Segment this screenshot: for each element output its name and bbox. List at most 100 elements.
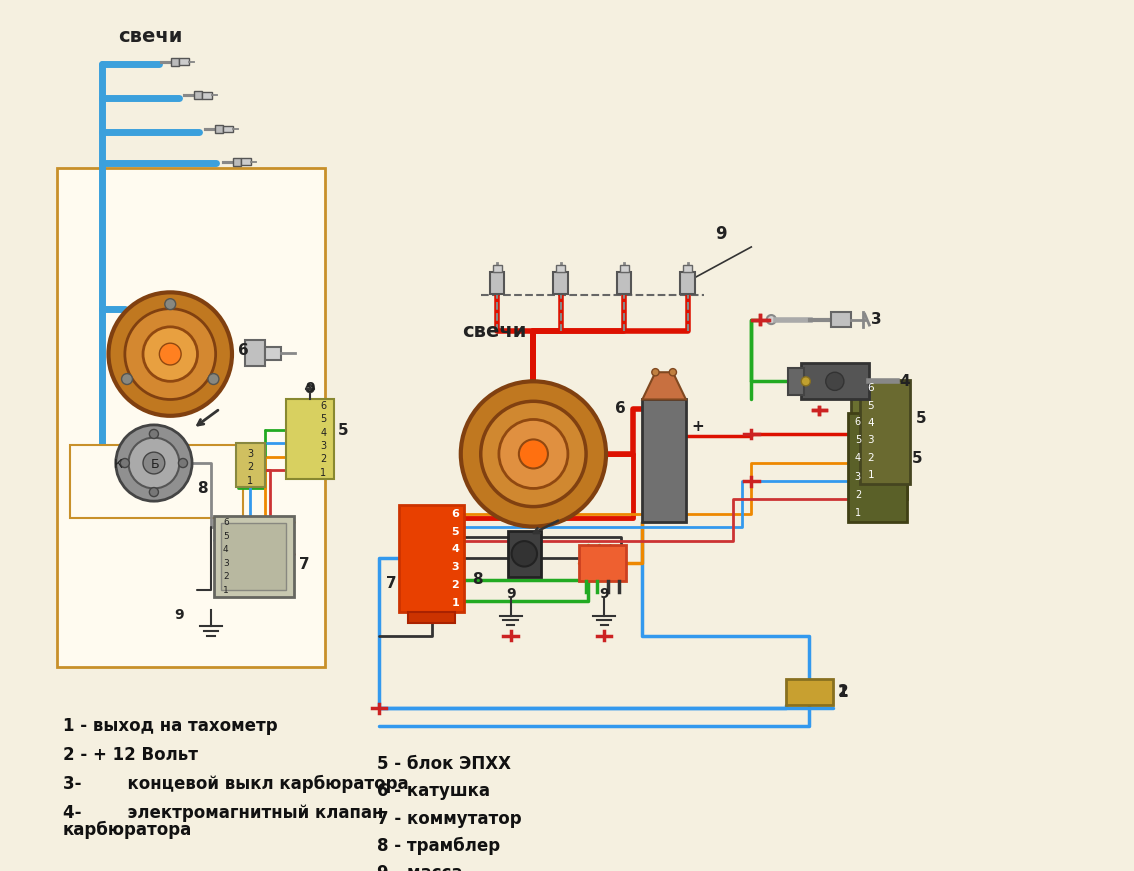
Text: 5: 5 — [338, 423, 349, 438]
Text: Б: Б — [151, 458, 159, 471]
Text: 6 - катушка: 6 - катушка — [376, 782, 490, 800]
Text: 5: 5 — [912, 451, 923, 466]
Text: 3: 3 — [868, 436, 874, 445]
Text: свечи: свечи — [118, 27, 183, 46]
Circle shape — [116, 425, 192, 501]
FancyBboxPatch shape — [642, 400, 686, 522]
Circle shape — [160, 343, 181, 365]
FancyBboxPatch shape — [399, 505, 465, 612]
Circle shape — [802, 377, 811, 386]
Text: свечи: свечи — [463, 322, 527, 341]
Text: 2: 2 — [451, 580, 459, 591]
Text: 3-        концевой выкл карбюратора: 3- концевой выкл карбюратора — [62, 775, 408, 793]
Text: 9: 9 — [716, 226, 727, 243]
Text: 1: 1 — [868, 470, 874, 480]
Text: 1: 1 — [855, 508, 861, 518]
FancyBboxPatch shape — [236, 443, 264, 487]
FancyBboxPatch shape — [287, 400, 333, 479]
FancyBboxPatch shape — [57, 168, 324, 667]
FancyBboxPatch shape — [221, 523, 287, 591]
Text: 1: 1 — [247, 476, 253, 486]
Text: 5: 5 — [223, 531, 229, 541]
FancyBboxPatch shape — [556, 265, 565, 273]
Polygon shape — [642, 372, 686, 400]
FancyBboxPatch shape — [553, 273, 568, 294]
Text: 5: 5 — [855, 436, 861, 445]
FancyBboxPatch shape — [578, 544, 626, 581]
Circle shape — [208, 374, 219, 384]
FancyBboxPatch shape — [214, 516, 294, 598]
Text: 8: 8 — [472, 572, 482, 587]
Text: 9 - масса: 9 - масса — [376, 864, 462, 871]
Text: 8 - трамблер: 8 - трамблер — [376, 837, 500, 855]
Text: К: К — [113, 458, 122, 471]
Text: 6: 6 — [855, 417, 861, 427]
Circle shape — [150, 429, 159, 438]
Text: 9: 9 — [600, 587, 609, 601]
FancyBboxPatch shape — [861, 380, 911, 484]
Text: 5: 5 — [320, 415, 327, 424]
FancyBboxPatch shape — [619, 265, 628, 273]
Text: карбюратора: карбюратора — [62, 820, 192, 839]
Text: 2: 2 — [320, 455, 327, 464]
Circle shape — [164, 299, 176, 309]
FancyBboxPatch shape — [245, 341, 264, 366]
FancyBboxPatch shape — [683, 265, 692, 273]
Text: 3: 3 — [451, 563, 459, 572]
Circle shape — [121, 374, 133, 384]
Circle shape — [143, 327, 197, 381]
Circle shape — [120, 458, 129, 468]
Text: 2: 2 — [855, 490, 861, 500]
Text: 4: 4 — [899, 374, 909, 388]
FancyBboxPatch shape — [171, 57, 179, 66]
Text: 4-        электромагнитный клапан: 4- электромагнитный клапан — [62, 804, 383, 822]
Text: 6: 6 — [320, 402, 327, 411]
FancyBboxPatch shape — [852, 390, 907, 499]
Text: 4: 4 — [451, 544, 459, 555]
Text: 1 - выход на тахометр: 1 - выход на тахометр — [62, 717, 277, 735]
FancyBboxPatch shape — [264, 347, 281, 360]
FancyBboxPatch shape — [831, 313, 852, 327]
FancyBboxPatch shape — [490, 273, 505, 294]
Text: 6: 6 — [615, 401, 626, 416]
FancyBboxPatch shape — [202, 92, 212, 98]
Text: 5: 5 — [868, 401, 874, 410]
FancyBboxPatch shape — [786, 679, 833, 705]
Text: 9: 9 — [305, 381, 315, 395]
FancyBboxPatch shape — [240, 159, 252, 165]
FancyBboxPatch shape — [617, 273, 632, 294]
FancyBboxPatch shape — [508, 531, 541, 577]
Text: 6: 6 — [238, 343, 249, 358]
Text: 3: 3 — [871, 312, 882, 327]
Text: 4: 4 — [855, 454, 861, 463]
FancyBboxPatch shape — [492, 265, 501, 273]
Circle shape — [499, 420, 568, 489]
Text: 5: 5 — [451, 527, 459, 537]
FancyBboxPatch shape — [408, 612, 456, 623]
FancyBboxPatch shape — [194, 91, 202, 99]
Text: 2: 2 — [868, 453, 874, 463]
Text: 3: 3 — [247, 449, 253, 458]
Text: 4: 4 — [868, 418, 874, 428]
Circle shape — [481, 402, 586, 507]
Text: +: + — [692, 419, 704, 435]
Text: 4: 4 — [223, 545, 229, 554]
Text: 8: 8 — [197, 481, 209, 496]
Text: 2: 2 — [247, 463, 253, 472]
Circle shape — [669, 368, 677, 376]
Text: 1: 1 — [223, 586, 229, 595]
Circle shape — [511, 541, 538, 566]
Circle shape — [826, 372, 844, 390]
Circle shape — [652, 368, 659, 376]
Circle shape — [519, 440, 548, 469]
Text: 6: 6 — [868, 383, 874, 393]
Text: 2 - + 12 Вольт: 2 - + 12 Вольт — [62, 746, 197, 764]
Circle shape — [128, 437, 179, 489]
Text: 7: 7 — [299, 557, 310, 571]
FancyBboxPatch shape — [802, 363, 870, 400]
Circle shape — [125, 308, 215, 400]
Circle shape — [178, 458, 187, 468]
Text: 4: 4 — [320, 428, 327, 438]
Circle shape — [143, 452, 164, 474]
Circle shape — [150, 488, 159, 496]
